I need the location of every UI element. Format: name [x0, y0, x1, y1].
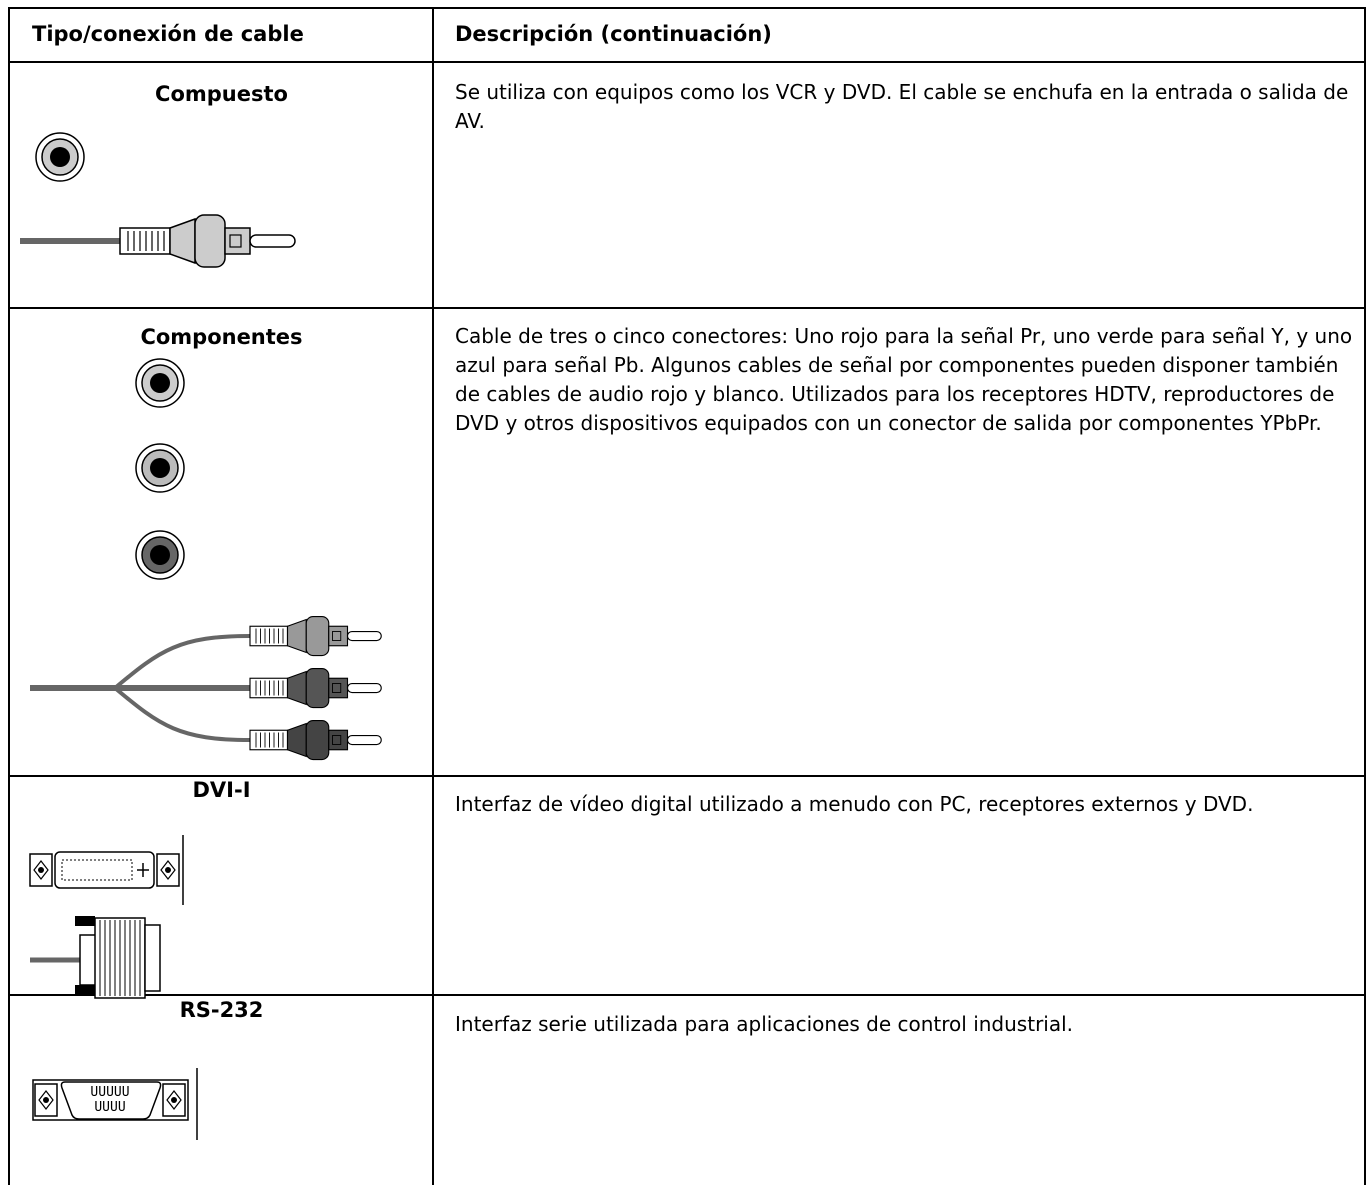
description: Cable de tres o cinco conectores: Uno ro… [455, 324, 1353, 435]
svg-text:UUUU: UUUU [94, 1100, 125, 1115]
cable-type: Compuesto [155, 82, 288, 106]
description: Interfaz de vídeo digital utilizado a me… [455, 792, 1254, 816]
cable-type: DVI-I [192, 778, 251, 802]
cable-type: RS-232 [179, 998, 264, 1022]
header-cell: Descripción (continuación) [455, 22, 772, 46]
description: Interfaz serie utilizada para aplicacion… [455, 1012, 1074, 1036]
cable-type: Componentes [140, 325, 303, 349]
description: Se utiliza con equipos como los VCR y DV… [455, 80, 1349, 133]
header-cell: Tipo/conexión de cable [32, 22, 304, 46]
svg-text:UUUUU: UUUUU [90, 1085, 129, 1100]
